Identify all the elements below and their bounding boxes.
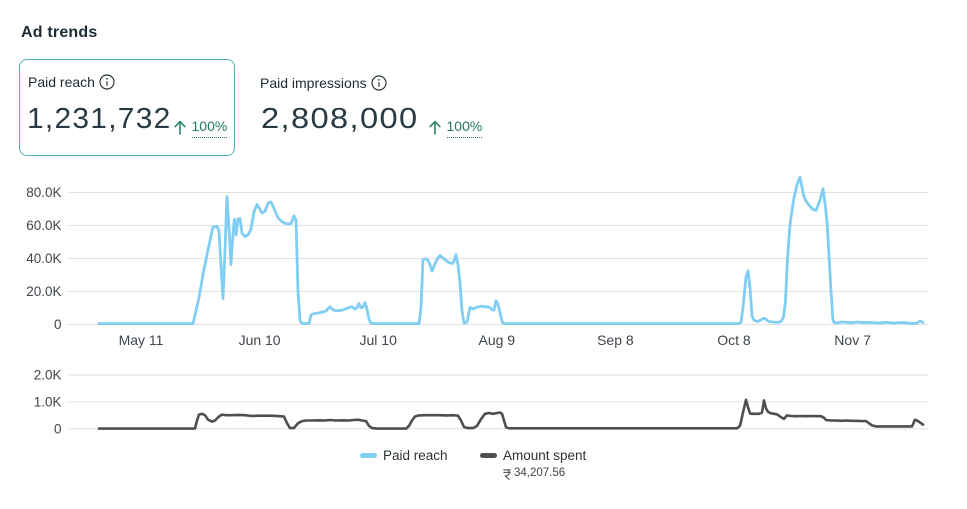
svg-text:80.0K: 80.0K xyxy=(26,185,61,200)
svg-text:Aug 9: Aug 9 xyxy=(479,332,516,348)
svg-text:40.0K: 40.0K xyxy=(26,251,61,266)
svg-text:Sep 8: Sep 8 xyxy=(597,332,634,348)
svg-text:Jun 10: Jun 10 xyxy=(239,332,281,348)
svg-text:2.0K: 2.0K xyxy=(34,368,62,383)
svg-text:Oct 8: Oct 8 xyxy=(717,332,751,348)
svg-text:May 11: May 11 xyxy=(119,332,164,348)
svg-text:Nov 7: Nov 7 xyxy=(834,332,871,348)
svg-text:60.0K: 60.0K xyxy=(26,218,61,233)
svg-text:0: 0 xyxy=(54,421,62,436)
svg-text:Jul 10: Jul 10 xyxy=(360,332,398,348)
svg-text:20.0K: 20.0K xyxy=(26,284,61,299)
svg-text:1.0K: 1.0K xyxy=(34,394,62,409)
svg-text:0: 0 xyxy=(54,317,62,332)
